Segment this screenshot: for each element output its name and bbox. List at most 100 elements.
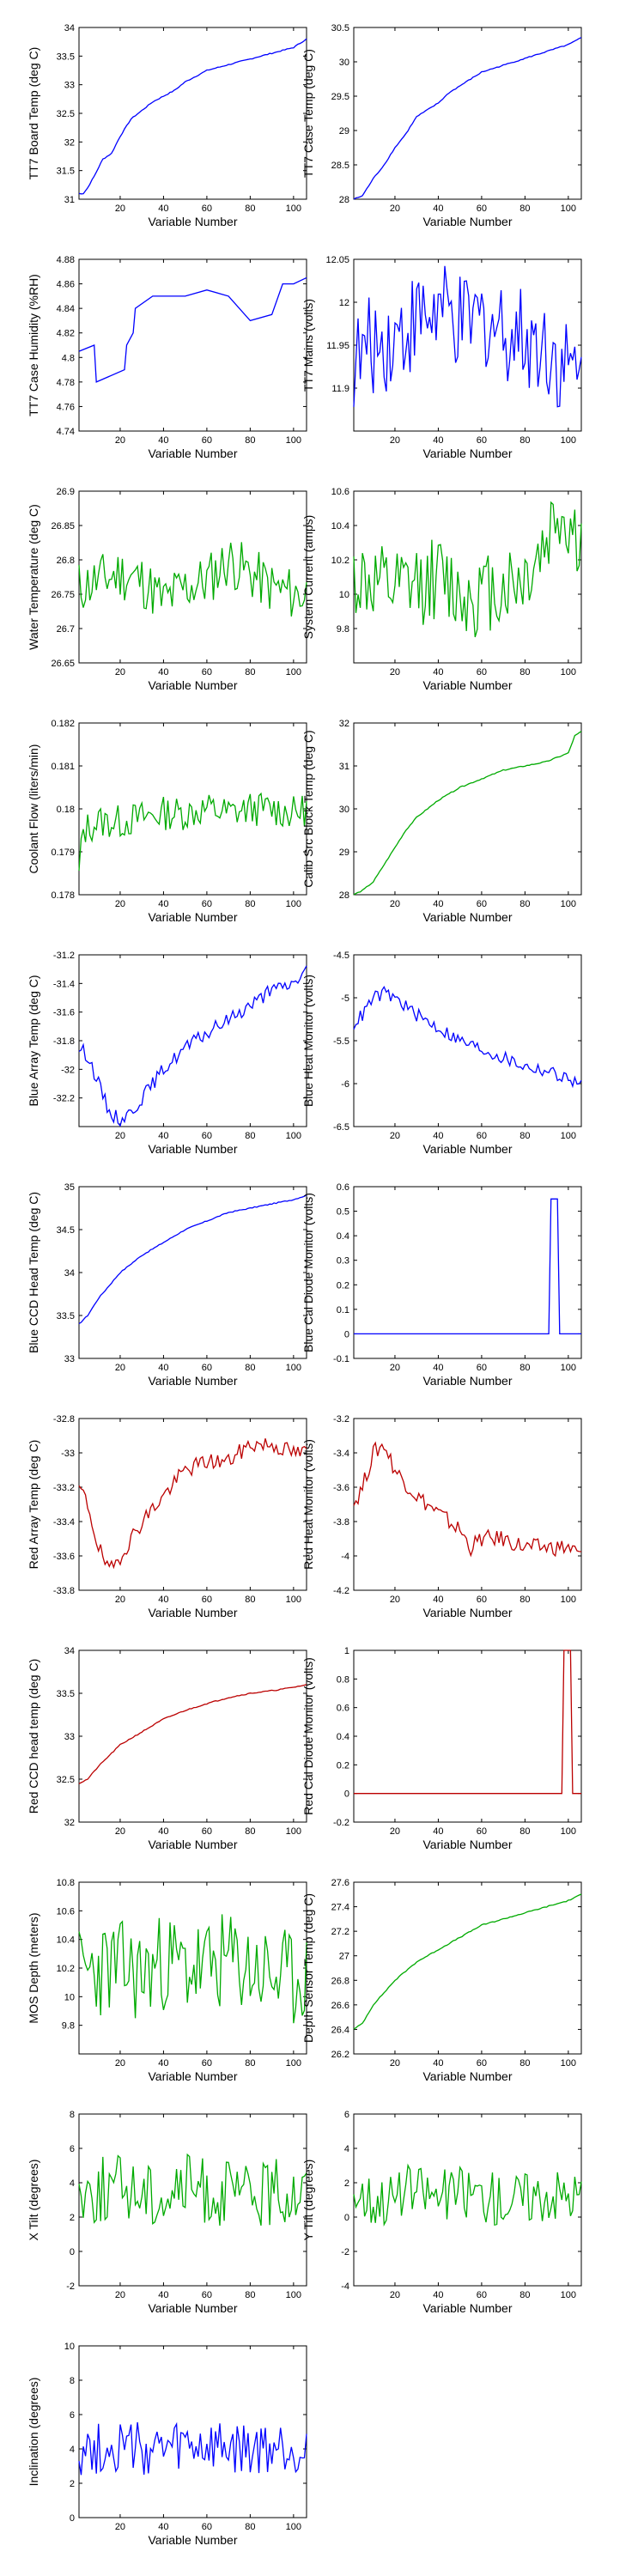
plot-frame <box>78 2113 307 2287</box>
y-tick-label: 33 <box>64 1732 75 1742</box>
x-tick-label: 60 <box>202 435 212 446</box>
y-tick-label: 26.65 <box>51 659 75 669</box>
chart-panel-18: 20 40 60 80 100 -2 0 2 4 6 8 Variable Number X Tilt … <box>27 2110 307 2315</box>
series-line <box>78 1684 307 1784</box>
y-tick-label: -6.5 <box>333 1122 349 1133</box>
x-tick-label: 80 <box>519 899 530 909</box>
x-axis-label: Variable Number <box>148 1374 237 1388</box>
series-line <box>78 542 307 617</box>
y-tick-label: 0.178 <box>51 890 75 901</box>
y-tick-label: 10 <box>64 1992 75 2002</box>
y-tick-label: -31.8 <box>53 1036 75 1047</box>
x-tick-label: 40 <box>158 899 168 909</box>
x-tick-label: 20 <box>115 435 125 446</box>
y-tick-label: -4.5 <box>333 951 349 961</box>
chart-panel-12: 20 40 60 80 100 -33.8 -33.6 -33.4 -33.2 -33 -32.8 V… <box>27 1414 307 1619</box>
y-tick-label: 0 <box>344 1789 349 1800</box>
x-axis-label: Variable Number <box>422 215 512 228</box>
series-line <box>353 265 582 408</box>
chart-panel-7: 20 40 60 80 100 28 29 30 31 32 Variable Number Cali… <box>301 719 582 924</box>
x-tick-label: 80 <box>245 1595 255 1605</box>
y-tick-label: 33 <box>64 81 75 91</box>
chart-panel-8: 20 40 60 80 100 -32.2 -32 -31.8 -31.6 -31.4 -31.2 V… <box>27 951 307 1156</box>
series-line <box>353 501 582 638</box>
y-tick-label: -33.6 <box>53 1552 75 1562</box>
y-tick-label: 10.4 <box>57 1935 75 1946</box>
y-tick-label: 33.5 <box>57 1689 75 1699</box>
y-tick-label: 26.75 <box>51 590 75 600</box>
x-tick-label: 60 <box>202 1595 212 1605</box>
y-tick-label: 4 <box>344 2144 349 2154</box>
y-tick-label: 2 <box>70 2479 75 2489</box>
x-axis-label: Variable Number <box>148 910 237 924</box>
y-tick-label: 30.5 <box>331 23 349 33</box>
y-tick-label: 4.74 <box>57 427 75 437</box>
y-tick-label: 26.85 <box>51 521 75 532</box>
series-line <box>78 2421 307 2476</box>
x-tick-label: 80 <box>245 1826 255 1837</box>
y-tick-label: -5 <box>341 993 349 1004</box>
plot-frame <box>78 258 307 432</box>
y-tick-label: 10.8 <box>57 1878 75 1888</box>
y-tick-label: 4 <box>70 2178 75 2189</box>
x-axis-label: Variable Number <box>148 447 237 460</box>
y-tick-label: 0.181 <box>51 762 75 772</box>
x-tick-label: 40 <box>158 2058 168 2069</box>
y-tick-label: 10.2 <box>57 1964 75 1974</box>
y-tick-label: -0.2 <box>333 1818 349 1828</box>
x-tick-label: 100 <box>286 2290 301 2300</box>
x-tick-label: 80 <box>519 667 530 677</box>
y-tick-label: 26.2 <box>331 2050 349 2060</box>
x-tick-label: 100 <box>286 667 301 677</box>
y-tick-label: 10.6 <box>57 1906 75 1917</box>
x-tick-label: 80 <box>519 204 530 214</box>
y-tick-label: -3.6 <box>333 1483 349 1493</box>
y-tick-label: 0.2 <box>337 1760 349 1771</box>
y-tick-label: 34 <box>64 23 75 33</box>
chart-panel-1: 20 40 60 80 100 28 28.5 29 29.5 30 30.5 Variable Nu… <box>301 23 582 228</box>
y-tick-label: 8 <box>70 2376 75 2386</box>
x-tick-label: 40 <box>158 1826 168 1837</box>
series-line <box>353 731 582 896</box>
y-tick-label: 32 <box>64 137 75 148</box>
x-tick-label: 60 <box>477 204 487 214</box>
y-tick-label: 26.4 <box>331 2025 349 2035</box>
chart-panel-17: 20 40 60 80 100 26.2 26.4 26.6 26.8 27 27.2 27.4 27.… <box>301 1878 582 2083</box>
y-tick-label: 0.4 <box>337 1231 349 1242</box>
y-tick-label: 0.1 <box>337 1305 349 1315</box>
chart-panel-5: 20 40 60 80 100 9.8 10 10.2 10.4 10.6 Variable Num… <box>301 487 582 692</box>
x-tick-label: 20 <box>390 899 400 909</box>
plot-frame <box>353 954 582 1127</box>
x-tick-label: 40 <box>433 2058 443 2069</box>
x-tick-label: 40 <box>433 1595 443 1605</box>
x-tick-label: 80 <box>519 2058 530 2069</box>
x-tick-label: 100 <box>286 1131 301 1141</box>
y-tick-label: 0.3 <box>337 1256 349 1267</box>
series-line <box>78 38 307 195</box>
x-axis-label: Variable Number <box>148 2301 237 2315</box>
y-axis-label: Blue Heat Monitor (volts) <box>301 975 315 1107</box>
y-tick-label: 10.4 <box>331 521 349 532</box>
y-tick-label: -3.4 <box>333 1449 349 1459</box>
chart-panel-2: 20 40 60 80 100 4.74 4.76 4.78 4.8 4.82 4.84 4.86 4.… <box>27 255 307 460</box>
series-line <box>78 792 307 872</box>
y-tick-label: 0.182 <box>51 719 75 729</box>
y-tick-label: 0 <box>344 1329 349 1340</box>
y-tick-label: 11.9 <box>331 384 349 394</box>
y-tick-label: 28.5 <box>331 161 349 171</box>
series-line <box>353 986 582 1089</box>
y-tick-label: -31.2 <box>53 951 75 961</box>
x-tick-label: 60 <box>202 2290 212 2300</box>
series-line <box>354 1198 581 1335</box>
x-tick-label: 20 <box>115 2290 125 2300</box>
plot-frame <box>353 1186 582 1359</box>
x-tick-label: 80 <box>245 1131 255 1141</box>
y-axis-label: Calib Src Block Temp (deg C) <box>301 730 315 887</box>
chart-panel-11: 20 40 60 80 100 -0.1 0 0.1 0.2 0.3 0.4 0.5 0.6 Variab… <box>301 1182 582 1388</box>
x-tick-label: 40 <box>433 204 443 214</box>
x-tick-label: 40 <box>433 899 443 909</box>
y-tick-label: -31.6 <box>53 1008 75 1018</box>
y-tick-label: 31 <box>64 195 75 205</box>
y-tick-label: 6 <box>70 2144 75 2154</box>
